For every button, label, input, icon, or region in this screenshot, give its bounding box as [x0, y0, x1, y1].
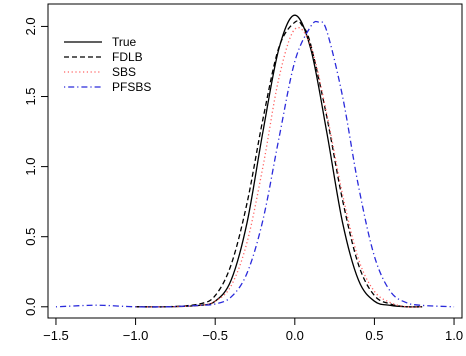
y-tick-label: 1.0 — [23, 158, 38, 176]
series-line-fdlb — [135, 20, 423, 308]
plot-frame — [47, 3, 463, 319]
y-tick-label: 0.0 — [23, 298, 38, 316]
legend-label-fdlb: FDLB — [112, 50, 143, 64]
x-tick-label: 0.0 — [286, 328, 304, 343]
series-line-pfsbs — [55, 20, 455, 308]
y-tick-label: 2.0 — [23, 17, 38, 35]
axis-layer: −1.5 −1.0 −0.5 0.0 0.5 1.0 0.0 0.5 1.0 1.5 2.0 — [23, 17, 463, 343]
x-tick-label: −1.0 — [123, 328, 149, 343]
legend-label-true: True — [112, 35, 137, 49]
series-line-true — [135, 14, 423, 308]
x-tick-label: 1.0 — [445, 328, 463, 343]
legend-label-pfsbs: PFSBS — [112, 80, 151, 94]
series-line-sbs — [135, 26, 423, 308]
y-tick-label: 0.5 — [23, 228, 38, 246]
legend-label-sbs: SBS — [112, 65, 136, 79]
x-tick-label: −1.5 — [43, 328, 69, 343]
x-tick-label: −0.5 — [202, 328, 228, 343]
series-layer — [55, 14, 455, 308]
y-tick-label: 1.5 — [23, 87, 38, 105]
x-tick-label: 0.5 — [365, 328, 383, 343]
